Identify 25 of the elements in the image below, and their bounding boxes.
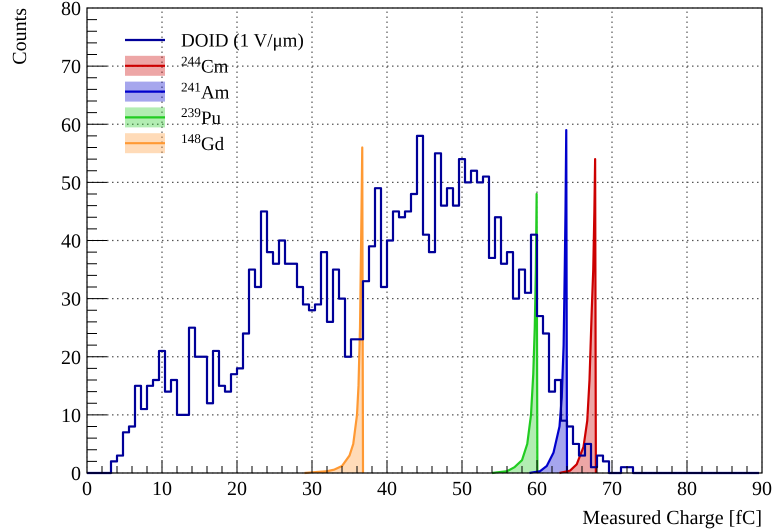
y-tick-label: 80 xyxy=(61,0,81,20)
legend-label: $^{148}$Gd xyxy=(181,130,225,155)
legend-label: DOID (1 V/μm) xyxy=(181,30,304,52)
y-tick-label: 10 xyxy=(61,404,81,427)
legend-label: $^{239}$Pu xyxy=(181,104,222,130)
legend-label: $^{241}$Am xyxy=(181,78,230,104)
x-tick-label: 90 xyxy=(752,478,772,500)
x-tick-label: 40 xyxy=(377,478,397,500)
x-tick-label: 80 xyxy=(677,478,697,500)
legend-label: $^{244}$Cm xyxy=(181,52,229,78)
x-tick-label: 20 xyxy=(227,478,247,500)
x-tick-label: 60 xyxy=(527,478,547,500)
x-tick-label: 10 xyxy=(152,478,172,500)
y-tick-label: 60 xyxy=(61,114,81,136)
y-tick-label: 0 xyxy=(71,463,81,485)
x-tick-label: 50 xyxy=(452,478,472,500)
x-axis-title: Measured Charge [fC] xyxy=(582,507,762,529)
x-tick-label: 70 xyxy=(602,478,622,500)
x-tick-label: 30 xyxy=(302,478,322,500)
y-tick-label: 40 xyxy=(61,230,81,252)
y-tick-label: 50 xyxy=(61,172,81,194)
y-axis-title: Counts xyxy=(9,8,31,65)
y-tick-label: 30 xyxy=(61,288,81,311)
y-tick-label: 20 xyxy=(61,346,81,369)
y-tick-label: 70 xyxy=(61,56,81,78)
